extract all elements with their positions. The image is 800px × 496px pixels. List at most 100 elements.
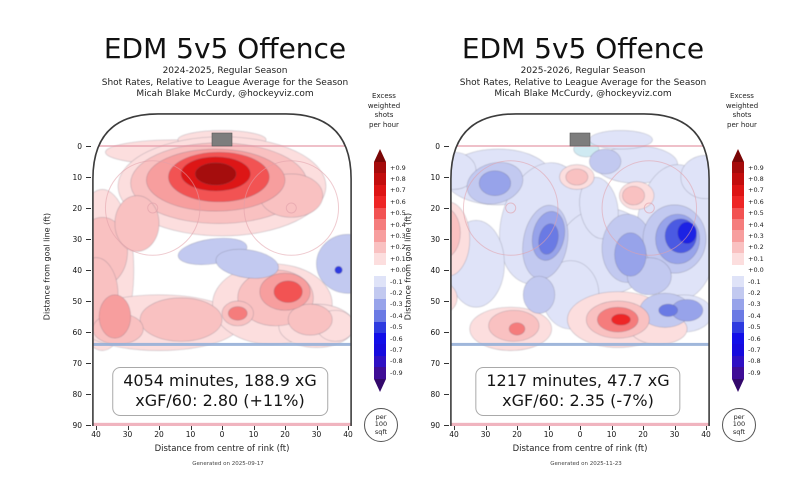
- x-tick-mark: [485, 426, 487, 430]
- colorbar-band: [732, 321, 744, 334]
- colorbar-tick-label: +0.1: [390, 254, 406, 263]
- colorbar-title-line: Excess: [372, 92, 396, 100]
- colorbar-tick-label: -0.4: [390, 311, 403, 320]
- heat-blob: [334, 265, 343, 275]
- colorbar-band: [732, 287, 744, 300]
- heat-blob: [316, 234, 352, 294]
- x-tick-mark: [517, 426, 518, 430]
- colorbar-tick-label: +0.3: [748, 231, 764, 240]
- stats-xgf60: xGF/60: 2.80 (+11%): [135, 391, 305, 410]
- y-tick-mark: [444, 332, 449, 333]
- faceoff-dot: [285, 202, 297, 214]
- heat-blob: [450, 201, 471, 277]
- y-tick-mark: [444, 394, 449, 395]
- rink-svg: [450, 113, 710, 427]
- x-tick-label: 20: [154, 430, 164, 439]
- colorbar-tick-label: +0.8: [390, 174, 406, 183]
- colorbar-tick-label: -0.9: [390, 368, 403, 377]
- heat-blob: [227, 306, 248, 321]
- y-tick-label: 50: [72, 296, 82, 306]
- heat-blob: [273, 280, 303, 303]
- x-tick-mark: [454, 426, 455, 430]
- y-tick-label: 60: [430, 327, 440, 337]
- y-tick-mark: [86, 208, 91, 209]
- colorbar-title-line: weighted: [367, 101, 401, 110]
- y-tick-label: 50: [430, 296, 440, 306]
- y-tick-mark: [86, 270, 91, 271]
- colorbar-tick-label: -0.1: [390, 277, 403, 286]
- heat-blob: [98, 294, 131, 339]
- colorbar-band: [374, 253, 386, 265]
- y-axis-label: Distance from goal line (ft): [42, 212, 52, 321]
- colorbar-band: [374, 173, 386, 186]
- y-tick-mark: [444, 239, 449, 240]
- y-tick-label: 90: [430, 420, 440, 430]
- y-tick-mark: [444, 270, 449, 271]
- heatmap-layer: [450, 130, 710, 351]
- x-tick-mark: [253, 426, 255, 430]
- subtitle-season: 2025-2026, Regular Season: [520, 66, 646, 76]
- colorbar-tick-label: -0.7: [748, 345, 761, 354]
- colorbar-band: [732, 333, 744, 345]
- x-tick-mark: [190, 426, 192, 430]
- colorbar-band: [374, 184, 386, 197]
- colorbar-tick-label: +0.0: [390, 266, 406, 275]
- y-tick-label: 80: [430, 389, 440, 399]
- colorbar-arrow-top: [732, 149, 744, 162]
- colorbar-band: [732, 162, 744, 174]
- y-tick-mark: [86, 332, 91, 333]
- colorbar-title-line: shots: [732, 111, 752, 119]
- colorbar-tick-label: +0.9: [748, 163, 764, 172]
- y-tick-label: 80: [72, 389, 82, 399]
- colorbar-band: [732, 344, 744, 357]
- colorbar-tick-label: +0.3: [390, 231, 406, 240]
- faceoff-dot: [505, 202, 517, 214]
- colorbar-tick-label: -0.4: [748, 311, 761, 320]
- x-tick-mark: [316, 426, 318, 430]
- generated-date: Generated on 2025-09-17: [192, 461, 264, 467]
- colorbar-0: Excess weighted shots per hour +0.9 +0.8 +0.7 +…: [363, 92, 423, 464]
- colorbar-tick-label: -0.3: [748, 300, 761, 309]
- x-tick-label: 30: [669, 430, 680, 439]
- x-tick-mark: [127, 426, 129, 430]
- y-tick-label: 70: [430, 358, 440, 368]
- x-tick-label: 40: [91, 430, 101, 439]
- colorbar-title: Excess weighted shots per hour: [721, 92, 763, 130]
- colorbar-band: [732, 264, 744, 277]
- colorbar-tick-label: +0.7: [390, 186, 406, 195]
- heat-blob: [478, 170, 512, 196]
- heat-blob: [287, 303, 333, 336]
- heat-blob: [622, 185, 645, 206]
- colorbar-tick-label: +0.5: [390, 209, 406, 218]
- y-tick-mark: [86, 239, 91, 240]
- x-tick-mark: [611, 426, 613, 430]
- x-tick-label: 10: [543, 430, 554, 439]
- y-tick-label: 0: [435, 141, 440, 151]
- faceoff-dot: [147, 202, 159, 214]
- colorbar-band: [732, 196, 744, 208]
- blue-line: [451, 342, 709, 346]
- per-100-sqft-line: sqft: [374, 427, 388, 436]
- colorbar-tick-label: +0.2: [390, 243, 406, 252]
- x-tick-label: 30: [480, 430, 491, 439]
- subtitle-author: Micah Blake McCurdy, @hockeyviz.com: [136, 89, 314, 99]
- y-tick-mark: [86, 363, 91, 364]
- colorbar-band: [732, 298, 744, 311]
- colorbar-band: [374, 287, 386, 300]
- blue-line: [93, 342, 351, 346]
- x-tick-label: 0: [219, 430, 225, 439]
- x-tick-mark: [159, 426, 160, 430]
- y-tick-mark: [86, 146, 91, 147]
- heat-blob: [139, 297, 223, 342]
- colorbar-title-line: per hour: [369, 120, 399, 129]
- y-tick-label: 70: [72, 358, 82, 368]
- x-tick-mark: [580, 426, 581, 430]
- heat-blob: [589, 148, 622, 175]
- heat-blob: [450, 207, 461, 258]
- faceoff-circle: [462, 160, 559, 256]
- rink-0: [92, 113, 352, 427]
- x-tick-mark: [222, 426, 223, 430]
- centre-line: [451, 422, 709, 427]
- colorbar-band: [374, 321, 386, 334]
- x-tick-label: 10: [248, 430, 259, 439]
